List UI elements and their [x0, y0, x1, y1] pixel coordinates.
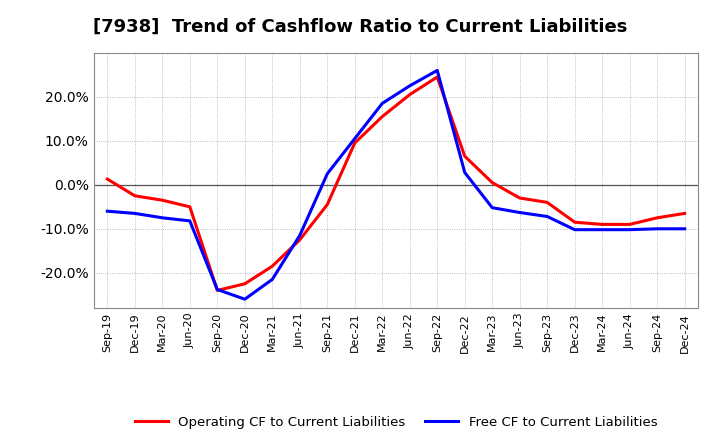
- Operating CF to Current Liabilities: [351, 140, 359, 146]
- Free CF to Current Liabilities: [653, 226, 662, 231]
- Free CF to Current Liabilities: [680, 226, 689, 231]
- Free CF to Current Liabilities: [268, 277, 276, 282]
- Free CF to Current Liabilities: [213, 287, 222, 292]
- Operating CF to Current Liabilities: [570, 220, 579, 225]
- Operating CF to Current Liabilities: [433, 74, 441, 80]
- Free CF to Current Liabilities: [240, 297, 249, 302]
- Free CF to Current Liabilities: [378, 101, 387, 106]
- Free CF to Current Liabilities: [158, 215, 166, 220]
- Operating CF to Current Liabilities: [158, 198, 166, 203]
- Free CF to Current Liabilities: [295, 233, 304, 238]
- Operating CF to Current Liabilities: [103, 176, 112, 182]
- Free CF to Current Liabilities: [433, 68, 441, 73]
- Operating CF to Current Liabilities: [213, 288, 222, 293]
- Operating CF to Current Liabilities: [653, 215, 662, 220]
- Free CF to Current Liabilities: [570, 227, 579, 232]
- Line: Operating CF to Current Liabilities: Operating CF to Current Liabilities: [107, 77, 685, 290]
- Free CF to Current Liabilities: [351, 136, 359, 141]
- Text: [7938]  Trend of Cashflow Ratio to Current Liabilities: [7938] Trend of Cashflow Ratio to Curren…: [93, 18, 627, 36]
- Operating CF to Current Liabilities: [598, 222, 606, 227]
- Free CF to Current Liabilities: [460, 170, 469, 175]
- Free CF to Current Liabilities: [405, 83, 414, 88]
- Operating CF to Current Liabilities: [240, 281, 249, 286]
- Operating CF to Current Liabilities: [488, 180, 497, 185]
- Operating CF to Current Liabilities: [626, 222, 634, 227]
- Free CF to Current Liabilities: [103, 209, 112, 214]
- Operating CF to Current Liabilities: [130, 193, 139, 198]
- Operating CF to Current Liabilities: [405, 92, 414, 97]
- Legend: Operating CF to Current Liabilities, Free CF to Current Liabilities: Operating CF to Current Liabilities, Fre…: [130, 411, 662, 434]
- Operating CF to Current Liabilities: [268, 264, 276, 269]
- Line: Free CF to Current Liabilities: Free CF to Current Liabilities: [107, 70, 685, 299]
- Free CF to Current Liabilities: [323, 171, 332, 176]
- Free CF to Current Liabilities: [186, 218, 194, 224]
- Free CF to Current Liabilities: [488, 205, 497, 210]
- Operating CF to Current Liabilities: [186, 204, 194, 209]
- Free CF to Current Liabilities: [543, 214, 552, 219]
- Operating CF to Current Liabilities: [323, 202, 332, 207]
- Operating CF to Current Liabilities: [295, 237, 304, 242]
- Operating CF to Current Liabilities: [378, 114, 387, 119]
- Operating CF to Current Liabilities: [460, 154, 469, 159]
- Free CF to Current Liabilities: [626, 227, 634, 232]
- Operating CF to Current Liabilities: [543, 200, 552, 205]
- Operating CF to Current Liabilities: [680, 211, 689, 216]
- Free CF to Current Liabilities: [598, 227, 606, 232]
- Operating CF to Current Liabilities: [516, 195, 524, 201]
- Free CF to Current Liabilities: [516, 210, 524, 215]
- Free CF to Current Liabilities: [130, 211, 139, 216]
